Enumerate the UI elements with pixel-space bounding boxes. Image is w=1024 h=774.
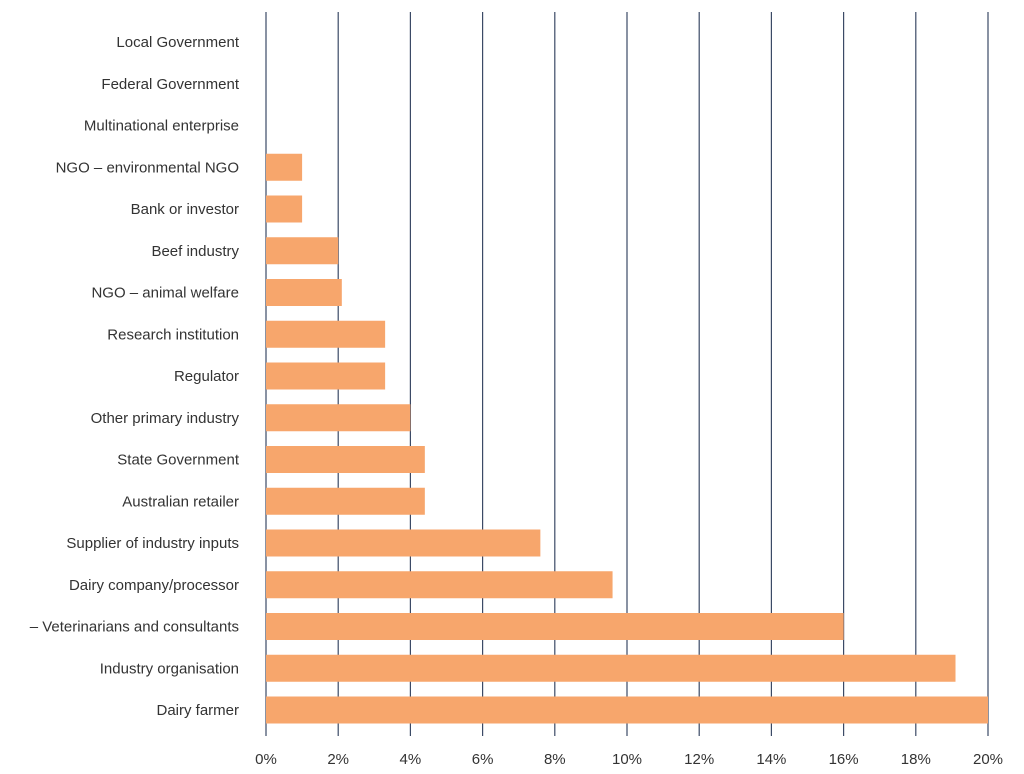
category-label: Research institution (107, 326, 239, 343)
bar (266, 404, 411, 432)
bar (266, 320, 386, 348)
bar (266, 279, 342, 306)
category-label: Industry organisation (100, 660, 239, 677)
category-label: NGO – animal welfare (91, 285, 239, 302)
x-tick-label: 2% (327, 751, 349, 768)
category-label: Australian retailer (122, 493, 239, 510)
category-label: Beef industry (151, 243, 239, 260)
x-tick-labels: 0% 2% 4% 6% 8% 10% 12% 14% 16% 18% 20% (255, 751, 1003, 768)
bar (266, 195, 303, 223)
category-label: – Veterinarians and consultants (30, 619, 239, 636)
category-label: Dairy farmer (156, 702, 239, 719)
bar (266, 654, 956, 682)
x-tick-label: 6% (472, 751, 494, 768)
category-label: Local Government (116, 34, 239, 51)
x-tick-label: 18% (901, 751, 931, 768)
x-tick-label: 8% (544, 751, 566, 768)
x-tick-label: 4% (400, 751, 422, 768)
x-tick-label: 14% (756, 751, 786, 768)
category-label: State Government (117, 452, 240, 469)
category-label: Federal Government (101, 76, 239, 93)
category-label: Dairy company/processor (69, 577, 239, 594)
bar (266, 529, 541, 557)
category-label: Regulator (174, 368, 239, 385)
bar (266, 696, 988, 724)
category-label: Bank or investor (131, 201, 239, 218)
category-label: Multinational enterprise (84, 118, 239, 135)
bar (266, 487, 425, 515)
category-label: Other primary industry (91, 410, 240, 427)
x-tick-label: 10% (612, 751, 642, 768)
bar (266, 362, 386, 390)
x-tick-label: 16% (829, 751, 859, 768)
bar (266, 613, 844, 640)
x-tick-label: 0% (255, 751, 277, 768)
bar-layer (266, 153, 988, 724)
x-tick-label: 12% (684, 751, 714, 768)
bar (266, 446, 425, 473)
bar (266, 237, 339, 265)
x-tick-label: 20% (973, 751, 1003, 768)
category-labels: Local Government Federal Government Multin… (30, 34, 240, 719)
category-label: NGO – environmental NGO (56, 159, 239, 176)
category-label: Supplier of industry inputs (66, 535, 239, 552)
grid-layer (265, 12, 989, 736)
bar (266, 153, 303, 181)
bar (266, 571, 613, 599)
